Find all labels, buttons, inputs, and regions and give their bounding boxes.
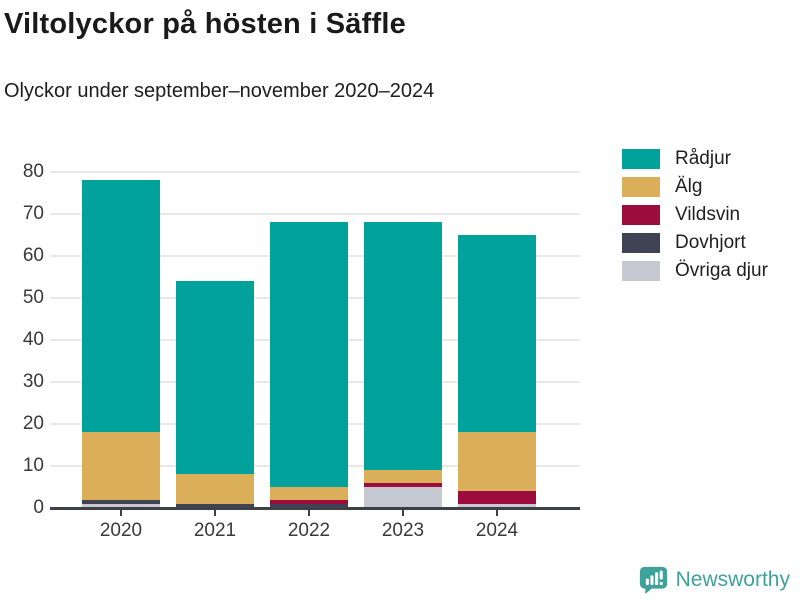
legend-label: Dovhjort [675, 232, 746, 253]
x-tick-label-2020: 2020 [99, 520, 143, 541]
x-tick-label-2022: 2022 [287, 520, 331, 541]
y-tick-label-20: 20 [22, 413, 44, 434]
legend-item-Rådjur: Rådjur [622, 148, 768, 169]
y-tick-label-70: 70 [22, 203, 44, 224]
plot-area: 0 10 20 30 40 50 60 70 80 2020 2021 2022 2023 2024 [23, 161, 580, 541]
bar-segment-2022-Rådjur [270, 222, 348, 487]
legend-swatch-icon [622, 149, 660, 169]
y-tick-label-30: 30 [22, 371, 44, 392]
bar-segment-2023-Älg [364, 470, 442, 483]
bar-2023 [364, 172, 442, 508]
brand-footer: Newsworthy [639, 565, 790, 594]
bar-segment-2024-Övriga djur [458, 503, 536, 508]
y-tick-label-40: 40 [22, 329, 44, 350]
x-tick-2023 [402, 509, 404, 516]
chart-subtitle: Olyckor under september–november 2020–20… [4, 80, 435, 102]
bar-segment-2020-Övriga djur [82, 503, 160, 508]
x-tick-label-2024: 2024 [475, 520, 519, 541]
y-tick-label-10: 10 [22, 455, 44, 476]
bar-segment-2020-Rådjur [82, 180, 160, 433]
x-axis-line [50, 507, 580, 510]
x-tick-2022 [308, 509, 310, 516]
bar-2020 [82, 172, 160, 508]
bar-segment-2022-Dovhjort [270, 503, 348, 508]
x-tick-2024 [496, 509, 498, 516]
bar-segment-2020-Älg [82, 432, 160, 500]
bar-segment-2023-Vildsvin [364, 482, 442, 487]
x-tick-label-2023: 2023 [381, 520, 425, 541]
x-tick-label-2021: 2021 [193, 520, 237, 541]
x-tick-2021 [214, 509, 216, 516]
y-tick-label-0: 0 [33, 497, 44, 518]
legend-label: Vildsvin [675, 204, 741, 225]
bar-segment-2023-Rådjur [364, 222, 442, 471]
bar-segment-2022-Vildsvin [270, 499, 348, 504]
legend-label: Älg [675, 176, 703, 197]
gridline-80 [50, 171, 580, 173]
bar-segment-2023-Övriga djur [364, 487, 442, 508]
legend-label: Rådjur [675, 148, 731, 169]
newsworthy-logo-icon [639, 566, 667, 594]
brand-name: Newsworthy [675, 567, 790, 591]
bar-2021 [176, 172, 254, 508]
bar-segment-2022-Älg [270, 487, 348, 500]
bar-segment-2024-Älg [458, 432, 536, 492]
legend-item-Älg: Älg [622, 176, 768, 197]
bar-segment-2020-Dovhjort [82, 499, 160, 504]
bar-2024 [458, 172, 536, 508]
legend-swatch-icon [622, 205, 660, 225]
legend-swatch-icon [622, 233, 660, 253]
legend-item-Dovhjort: Dovhjort [622, 232, 768, 253]
bar-segment-2021-Älg [176, 474, 254, 504]
bar-segment-2021-Dovhjort [176, 503, 254, 508]
gridline-70 [50, 213, 580, 215]
legend: Rådjur Älg Vildsvin Dovhjort Övriga djur [622, 148, 768, 289]
legend-label: Övriga djur [675, 260, 768, 281]
bar-segment-2021-Rådjur [176, 281, 254, 475]
bar-2022 [270, 172, 348, 508]
legend-item-Övriga djur: Övriga djur [622, 260, 768, 281]
legend-swatch-icon [622, 261, 660, 281]
y-tick-label-50: 50 [22, 287, 44, 308]
bar-segment-2024-Vildsvin [458, 491, 536, 504]
legend-item-Vildsvin: Vildsvin [622, 204, 768, 225]
legend-swatch-icon [622, 177, 660, 197]
y-tick-label-80: 80 [22, 161, 44, 182]
chart-title: Viltolyckor på hösten i Säffle [4, 8, 406, 40]
bar-segment-2024-Rådjur [458, 235, 536, 433]
x-tick-2020 [120, 509, 122, 516]
y-tick-label-60: 60 [22, 245, 44, 266]
